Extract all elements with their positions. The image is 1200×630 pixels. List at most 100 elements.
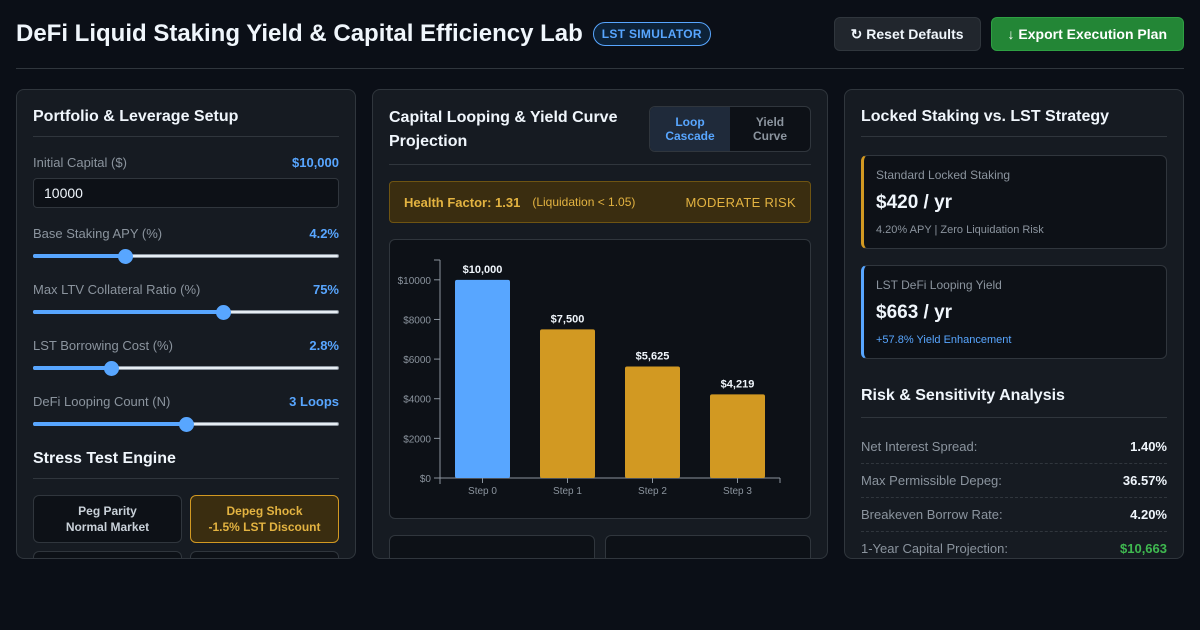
- slider-value: 2.8%: [309, 338, 339, 353]
- metric-value: 4.20%: [1130, 507, 1167, 522]
- looping-projection-panel: Capital Looping & Yield Curve Projection…: [372, 89, 828, 559]
- metric-label: 1-Year Capital Projection:: [861, 541, 1008, 556]
- slider-label: DeFi Looping Count (N): [33, 394, 171, 409]
- bar: [625, 366, 680, 478]
- slider-thumb[interactable]: [117, 249, 133, 264]
- view-toggle: Loop Cascade Yield Curve: [649, 106, 811, 152]
- slider-thumb[interactable]: [179, 417, 194, 432]
- toggle-line: Cascade: [665, 129, 715, 143]
- slider-row: Base Staking APY (%) 4.2%: [33, 226, 339, 241]
- stress-scenario-button[interactable]: Peg Parity Normal Market: [33, 495, 182, 543]
- slider-thumb[interactable]: [215, 305, 231, 320]
- summary-card: [389, 535, 595, 558]
- y-tick-label: $2000: [403, 434, 431, 445]
- stress-scenario-button[interactable]: Rate Spike: [33, 551, 182, 558]
- liquidation-threshold: (Liquidation < 1.05): [532, 195, 636, 209]
- scenario-detail: Normal Market: [65, 520, 150, 534]
- view-toggle-option[interactable]: Loop Cascade: [650, 107, 730, 151]
- summary-card: [605, 535, 811, 558]
- strategy-comparison-panel: Locked Staking vs. LST Strategy Standard…: [844, 89, 1184, 559]
- initial-capital-label: Initial Capital ($): [33, 155, 127, 170]
- reset-defaults-button[interactable]: ↻ Reset Defaults: [833, 17, 981, 51]
- initial-capital-value: $10,000: [292, 155, 339, 170]
- metric-label: Breakeven Borrow Rate:: [861, 507, 1003, 522]
- slider-fill: [33, 310, 223, 314]
- range-slider[interactable]: [33, 417, 339, 432]
- x-tick-label: Step 1: [553, 486, 582, 497]
- metric-value: 36.57%: [1122, 473, 1167, 488]
- bar: [540, 329, 595, 478]
- slider-value: 75%: [312, 282, 339, 297]
- range-slider[interactable]: [33, 305, 339, 320]
- metric-label: Max Permissible Depeg:: [861, 473, 1002, 488]
- slider-label: Base Staking APY (%): [33, 226, 163, 241]
- summary-cards: [389, 535, 811, 558]
- toggle-line: Curve: [752, 129, 787, 143]
- portfolio-setup-panel: Portfolio & Leverage Setup Initial Capit…: [16, 89, 356, 559]
- health-factor-banner: Health Factor: 1.31 (Liquidation < 1.05)…: [389, 181, 811, 223]
- app-title: DeFi Liquid Staking Yield & Capital Effi…: [16, 20, 583, 47]
- slider-value: 3 Loops: [289, 394, 339, 409]
- scenario-detail: -1.5% LST Discount: [208, 520, 321, 534]
- panel-title: Locked Staking vs. LST Strategy: [861, 106, 1167, 137]
- x-tick-label: Step 3: [723, 486, 752, 497]
- slider-row: DeFi Looping Count (N) 3 Loops: [33, 394, 339, 409]
- slider-thumb[interactable]: [104, 361, 120, 376]
- strategy-name: Standard Locked Staking: [876, 168, 1011, 182]
- metric-row: Breakeven Borrow Rate: 4.20%: [861, 498, 1167, 532]
- range-slider[interactable]: [33, 361, 339, 376]
- bar: [710, 394, 765, 478]
- app-header: DeFi Liquid Staking Yield & Capital Effi…: [16, 0, 1184, 69]
- strategy-name: LST DeFi Looping Yield: [876, 278, 1002, 292]
- scenario-name: Peg Parity: [78, 504, 137, 518]
- stress-scenario-grid: Peg Parity Normal Market Depeg Shock -1.5% …: [33, 495, 339, 558]
- y-tick-label: $4000: [403, 395, 431, 406]
- export-plan-button[interactable]: ↓ Export Execution Plan: [990, 17, 1184, 51]
- toggle-line: Loop: [675, 115, 705, 129]
- toggle-line: Yield: [755, 115, 785, 129]
- strategy-note: 4.20% APY | Zero Liquidation Risk: [876, 224, 1044, 236]
- y-tick-label: $10000: [398, 276, 432, 287]
- loop-cascade-chart: $0 $2000 $4000 $6000 $8000 $10000 $10,000 Step …: [389, 239, 811, 519]
- metric-row: Max Permissible Depeg: 36.57%: [861, 464, 1167, 498]
- slider-group: Base Staking APY (%) 4.2% Max LTV Collater…: [33, 226, 339, 432]
- bar-value-label: $5,625: [636, 351, 670, 363]
- y-tick-label: $6000: [403, 355, 431, 366]
- initial-capital-row: Initial Capital ($) $10,000: [33, 155, 339, 170]
- y-tick-label: $8000: [403, 315, 431, 326]
- stress-test-title: Stress Test Engine: [33, 450, 339, 479]
- range-slider[interactable]: [33, 249, 339, 264]
- slider-row: Max LTV Collateral Ratio (%) 75%: [33, 282, 339, 297]
- slider-fill: [33, 254, 125, 258]
- metric-value: 1.40%: [1130, 439, 1167, 454]
- metric-row: Net Interest Spread: 1.40%: [861, 430, 1167, 464]
- locked-staking-card: Standard Locked Staking $420 / yr 4.20% …: [861, 155, 1167, 249]
- risk-analysis-title: Risk & Sensitivity Analysis: [861, 387, 1167, 418]
- chart-canvas: $0 $2000 $4000 $6000 $8000 $10000 $10,000 Step …: [398, 259, 781, 497]
- stress-scenario-button[interactable]: Slashing Penalty: [190, 551, 339, 558]
- strategy-note: +57.8% Yield Enhancement: [876, 334, 1012, 346]
- simulator-badge: LST SIMULATOR: [592, 22, 711, 46]
- header-actions: ↻ Reset Defaults ↓ Export Execution Plan: [833, 17, 1184, 51]
- strategy-yield: $420 / yr: [876, 192, 953, 213]
- slider-row: LST Borrowing Cost (%) 2.8%: [33, 338, 339, 353]
- risk-level-label: MODERATE RISK: [685, 194, 796, 210]
- scenario-name: Depeg Shock: [226, 504, 303, 518]
- x-tick-label: Step 0: [468, 486, 497, 497]
- bar: [455, 279, 510, 478]
- stress-scenario-button[interactable]: Depeg Shock -1.5% LST Discount: [190, 495, 339, 543]
- metric-row: 1-Year Capital Projection: $10,663: [861, 532, 1167, 558]
- bar-value-label: $4,219: [721, 378, 755, 390]
- initial-capital-input[interactable]: [33, 178, 339, 208]
- metric-value: $10,663: [1120, 541, 1167, 556]
- strategy-yield: $663 / yr: [876, 302, 953, 323]
- health-factor-value: Health Factor: 1.31: [404, 194, 521, 210]
- panel-title: Capital Looping & Yield Curve Projection: [389, 109, 618, 150]
- panel-header: Capital Looping & Yield Curve Projection…: [389, 106, 811, 165]
- y-tick-label: $0: [420, 474, 432, 485]
- view-toggle-option[interactable]: Yield Curve: [730, 107, 810, 151]
- slider-fill: [33, 366, 112, 370]
- panel-title: Portfolio & Leverage Setup: [33, 106, 339, 137]
- slider-fill: [33, 422, 186, 426]
- bar-value-label: $10,000: [463, 264, 503, 276]
